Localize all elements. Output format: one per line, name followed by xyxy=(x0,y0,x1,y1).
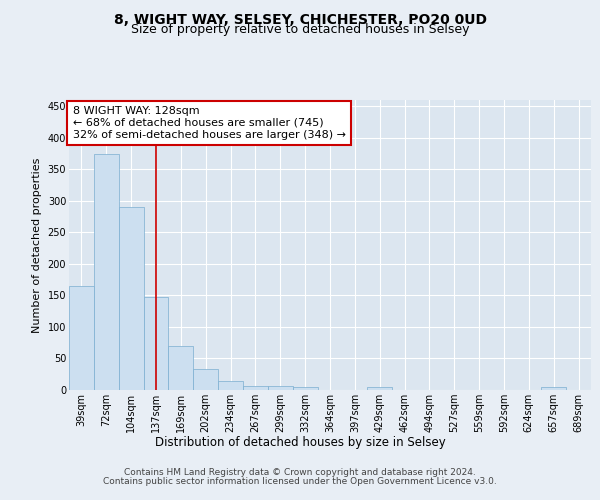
Bar xyxy=(94,154,119,390)
Bar xyxy=(243,386,268,390)
Bar xyxy=(193,369,218,390)
Text: 8, WIGHT WAY, SELSEY, CHICHESTER, PO20 0UD: 8, WIGHT WAY, SELSEY, CHICHESTER, PO20 0… xyxy=(113,12,487,26)
Text: Size of property relative to detached houses in Selsey: Size of property relative to detached ho… xyxy=(131,22,469,36)
Text: Contains HM Land Registry data © Crown copyright and database right 2024.: Contains HM Land Registry data © Crown c… xyxy=(124,468,476,477)
Bar xyxy=(119,207,143,390)
Text: Contains public sector information licensed under the Open Government Licence v3: Contains public sector information licen… xyxy=(103,476,497,486)
Y-axis label: Number of detached properties: Number of detached properties xyxy=(32,158,42,332)
Bar xyxy=(367,388,392,390)
Text: 8 WIGHT WAY: 128sqm
← 68% of detached houses are smaller (745)
32% of semi-detac: 8 WIGHT WAY: 128sqm ← 68% of detached ho… xyxy=(73,106,346,140)
Bar xyxy=(143,296,169,390)
Bar xyxy=(541,388,566,390)
Bar xyxy=(268,386,293,390)
Bar xyxy=(218,381,243,390)
Bar xyxy=(169,346,193,390)
Bar xyxy=(293,387,317,390)
Text: Distribution of detached houses by size in Selsey: Distribution of detached houses by size … xyxy=(155,436,445,449)
Bar xyxy=(69,286,94,390)
